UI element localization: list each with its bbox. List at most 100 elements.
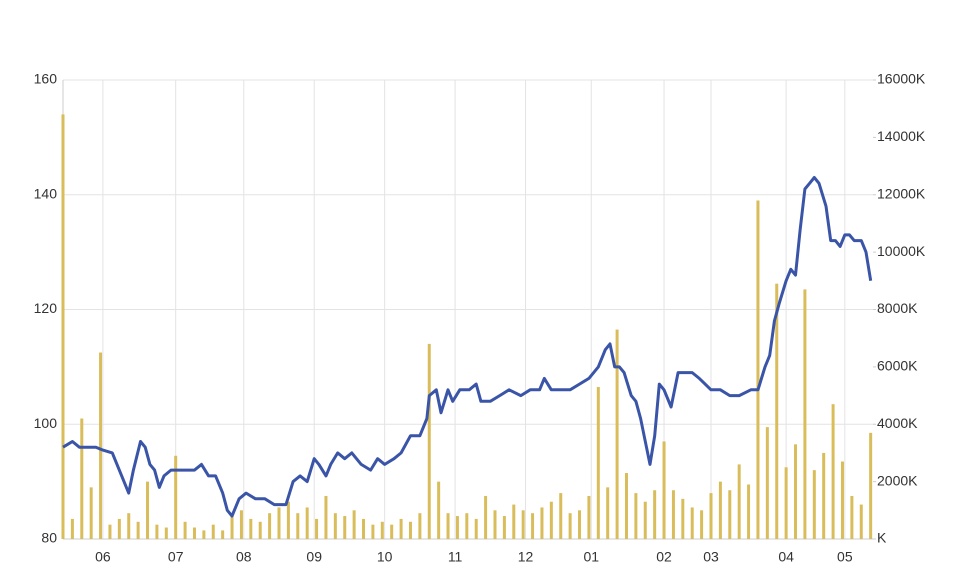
volume-bar <box>427 343 431 539</box>
volume-bar <box>155 524 159 539</box>
volume-bar <box>258 521 262 539</box>
volume-bar <box>634 493 638 539</box>
volume-bar <box>643 501 647 539</box>
volume-bar <box>859 504 863 539</box>
volume-bar <box>305 507 309 539</box>
volume-bar <box>700 510 704 539</box>
volume-bar <box>822 452 826 539</box>
volume-bar <box>371 524 375 539</box>
volume-bar <box>108 524 112 539</box>
volume-bar <box>437 481 441 539</box>
volume-bar <box>99 352 103 539</box>
x-tick-label: 03 <box>703 549 719 565</box>
volume-bar <box>606 487 610 539</box>
volume-bar <box>484 495 488 539</box>
volume-bar <box>559 493 563 539</box>
x-tick-label: 09 <box>306 549 322 565</box>
volume-bar <box>531 513 535 539</box>
volume-bar <box>624 473 628 539</box>
volume-bar <box>136 521 140 539</box>
y2-tick-label: K <box>877 530 887 546</box>
volume-bar <box>596 386 600 539</box>
y2-tick-label: 2000K <box>877 472 918 488</box>
volume-bar <box>803 289 807 539</box>
x-tick-label: 08 <box>236 549 252 565</box>
volume-bar <box>587 495 591 539</box>
volume-bar <box>784 467 788 539</box>
y2-tick-label: 4000K <box>877 415 918 431</box>
volume-bar <box>681 498 685 539</box>
y-tick-label: 120 <box>34 300 58 316</box>
volume-bar <box>662 441 666 539</box>
volume-bar <box>80 418 84 539</box>
volume-bar <box>324 495 328 539</box>
volume-bar <box>493 510 497 539</box>
volume-bar <box>343 516 347 539</box>
volume-bar <box>653 490 657 539</box>
volume-bar <box>221 530 225 539</box>
y-tick-label: 140 <box>34 185 58 201</box>
y2-tick-label: 14000K <box>877 128 926 144</box>
y2-tick-label: 12000K <box>877 185 926 201</box>
volume-bar <box>315 518 319 539</box>
volume-bar <box>174 455 178 539</box>
volume-bar <box>455 516 459 539</box>
volume-bar <box>850 495 854 539</box>
x-tick-label: 04 <box>778 549 794 565</box>
volume-bar <box>408 521 412 539</box>
y-tick-label: 160 <box>34 71 58 87</box>
volume-bar <box>211 524 215 539</box>
volume-bar <box>512 504 516 539</box>
volume-bar <box>183 521 187 539</box>
volume-bar <box>202 530 206 539</box>
volume-bar <box>61 114 65 540</box>
x-tick-label: 05 <box>837 549 853 565</box>
volume-bar <box>502 516 506 539</box>
volume-bar <box>390 524 394 539</box>
volume-bar <box>352 510 356 539</box>
volume-bar <box>540 507 544 539</box>
volume-bar <box>521 510 525 539</box>
x-tick-label: 07 <box>168 549 184 565</box>
volume-bar <box>671 490 675 539</box>
y2-tick-label: 6000K <box>877 358 918 374</box>
volume-bar <box>117 518 121 539</box>
volume-bar <box>249 518 253 539</box>
volume-bar <box>333 513 337 539</box>
volume-bar <box>192 527 196 539</box>
volume-bar <box>164 527 168 539</box>
x-tick-label: 06 <box>95 549 111 565</box>
volume-bar <box>418 513 422 539</box>
volume-bar <box>728 490 732 539</box>
volume-bar <box>709 493 713 539</box>
volume-bar <box>615 329 619 539</box>
x-tick-label: 12 <box>518 549 534 565</box>
volume-bar <box>840 461 844 539</box>
volume-bar <box>268 513 272 539</box>
volume-bar <box>747 484 751 539</box>
volume-bar <box>718 481 722 539</box>
volume-bar <box>812 470 816 539</box>
volume-bar <box>380 521 384 539</box>
volume-bar <box>568 513 572 539</box>
y2-tick-label: 16000K <box>877 71 926 87</box>
volume-bar <box>89 487 93 539</box>
volume-bar <box>549 501 553 539</box>
volume-bar <box>465 513 469 539</box>
volume-bar <box>399 518 403 539</box>
volume-bar <box>775 283 779 539</box>
volume-bar <box>794 444 798 539</box>
volume-bar <box>362 518 366 539</box>
volume-bar <box>70 518 74 539</box>
volume-bar <box>690 507 694 539</box>
volume-bar <box>474 518 478 539</box>
volume-bar <box>286 501 290 539</box>
x-tick-label: 02 <box>656 549 672 565</box>
volume-bar <box>296 513 300 539</box>
y-tick-label: 100 <box>34 415 58 431</box>
volume-bar <box>277 507 281 539</box>
x-tick-label: 11 <box>448 549 463 565</box>
x-tick-label: 01 <box>583 549 599 565</box>
volume-bar <box>869 432 873 539</box>
y2-tick-label: 10000K <box>877 243 926 259</box>
